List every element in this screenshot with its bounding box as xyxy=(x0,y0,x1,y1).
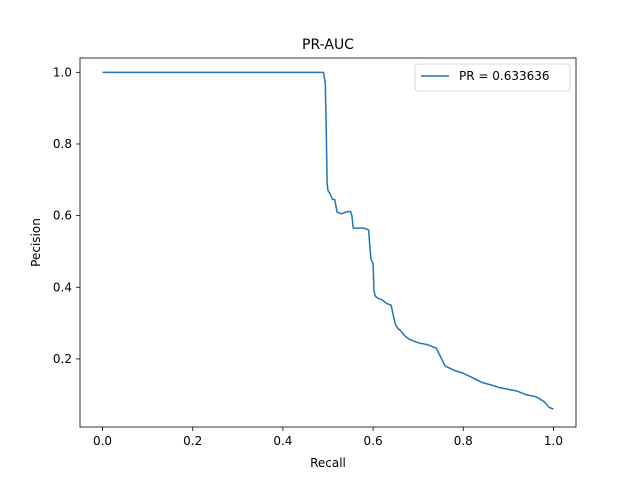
plot-frame xyxy=(79,57,577,428)
y-tick-label: 0.4 xyxy=(53,280,72,294)
y-tick-label: 0.6 xyxy=(53,209,72,223)
y-tick-label: 1.0 xyxy=(53,65,72,79)
series-group xyxy=(102,71,554,410)
x-tick-label: 1.0 xyxy=(544,434,563,448)
x-tick-label: 0.4 xyxy=(273,434,292,448)
x-tick-label: 0.0 xyxy=(93,434,112,448)
legend-label: PR = 0.633636 xyxy=(459,69,550,83)
legend: PR = 0.633636 xyxy=(414,63,571,92)
x-tick-label: 0.2 xyxy=(183,434,202,448)
x-tick-label: 0.6 xyxy=(364,434,383,448)
y-axis-ticks: 0.2 0.4 0.6 0.8 1.0 xyxy=(53,65,80,366)
pr-series-line xyxy=(102,71,554,410)
x-axis-label: Recall xyxy=(310,456,346,470)
y-tick-label: 0.2 xyxy=(53,352,72,366)
y-tick-label: 0.8 xyxy=(53,137,72,151)
chart-title: PR-AUC xyxy=(302,37,354,53)
x-axis-ticks: 0.0 0.2 0.4 0.6 0.8 1.0 xyxy=(93,427,563,448)
x-tick-label: 0.8 xyxy=(454,434,473,448)
legend-box xyxy=(414,63,571,92)
y-axis-label: Pecision xyxy=(29,218,43,267)
